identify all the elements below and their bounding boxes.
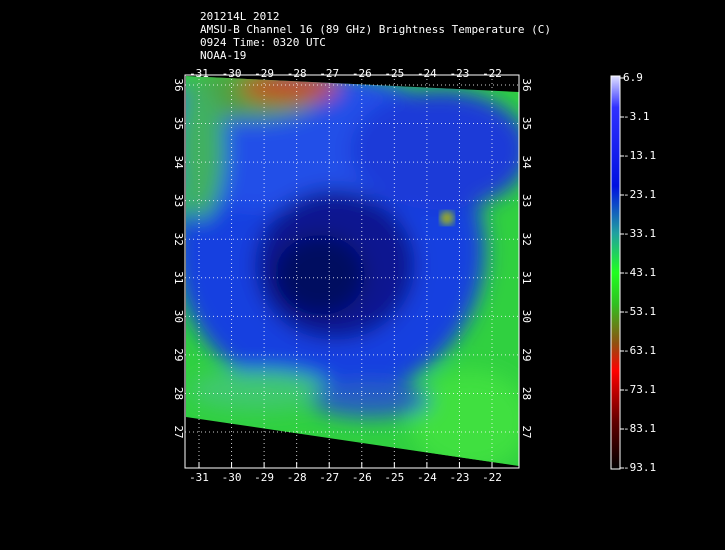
lat-label-left: 34 — [172, 155, 185, 169]
lon-label-bottom: -30 — [222, 471, 242, 484]
colorbar-label: -83.1 — [623, 422, 656, 435]
lon-label-bottom: -28 — [287, 471, 307, 484]
lon-label-bottom: -24 — [417, 471, 437, 484]
lon-label-bottom: -22 — [482, 471, 502, 484]
lon-label-bottom: -25 — [384, 471, 404, 484]
lat-label-left: 31 — [172, 271, 185, 284]
colorbar-label: -73.1 — [623, 383, 656, 396]
lat-label-right: 31 — [520, 271, 533, 284]
header-line: AMSU-B Channel 16 (89 GHz) Brightness Te… — [200, 23, 551, 36]
lat-label-right: 36 — [520, 78, 533, 91]
map-frame — [184, 74, 520, 469]
colorbar-label: 6.9 — [623, 71, 643, 84]
colorbar-label: -93.1 — [623, 461, 656, 474]
lon-label-top: -30 — [222, 67, 242, 80]
colorbar-label: -53.1 — [623, 305, 656, 318]
lon-label-top: -23 — [450, 67, 470, 80]
lon-label-top: -31 — [189, 67, 209, 80]
colorbar-label: -43.1 — [623, 266, 656, 279]
satellite-image — [186, 76, 519, 466]
labels: -31-31-30-30-29-29-28-28-27-27-26-26-25-… — [172, 67, 656, 484]
colorbar-label: -63.1 — [623, 344, 656, 357]
lat-label-right: 34 — [520, 155, 533, 169]
header-line: NOAA-19 — [200, 49, 246, 62]
lat-label-left: 32 — [172, 233, 185, 246]
grid — [185, 75, 519, 468]
lon-label-bottom: -26 — [352, 471, 372, 484]
lon-label-top: -29 — [254, 67, 274, 80]
lon-label-bottom: -29 — [254, 471, 274, 484]
lon-label-bottom: -31 — [189, 471, 209, 484]
lat-label-right: 32 — [520, 233, 533, 246]
colorbar-label: -23.1 — [623, 188, 656, 201]
lon-label-top: -28 — [287, 67, 307, 80]
lon-label-top: -24 — [417, 67, 437, 80]
lat-label-right: 29 — [520, 348, 533, 361]
lat-label-right: 35 — [520, 117, 533, 130]
lat-label-right: 33 — [520, 194, 533, 207]
lat-label-right: 27 — [520, 425, 533, 438]
colorbar-label: -3.1 — [623, 110, 650, 123]
lat-label-left: 36 — [172, 78, 185, 91]
lon-label-top: -26 — [352, 67, 372, 80]
header-line: 201214L 2012 — [200, 10, 279, 23]
header-line: 0924 Time: 0320 UTC — [200, 36, 326, 49]
colorbar-label: -33.1 — [623, 227, 656, 240]
colorbar — [610, 75, 621, 470]
colorbar-label: -13.1 — [623, 149, 656, 162]
lon-label-top: -22 — [482, 67, 502, 80]
lat-label-left: 35 — [172, 117, 185, 130]
lat-label-left: 30 — [172, 310, 185, 323]
lon-label-bottom: -23 — [450, 471, 470, 484]
lat-label-left: 27 — [172, 425, 185, 438]
lon-label-top: -27 — [319, 67, 339, 80]
lat-label-right: 28 — [520, 387, 533, 400]
lat-label-left: 29 — [172, 348, 185, 361]
lat-label-right: 30 — [520, 310, 533, 323]
lon-label-bottom: -27 — [319, 471, 339, 484]
lon-label-top: -25 — [384, 67, 404, 80]
lat-label-left: 33 — [172, 194, 185, 207]
lat-label-left: 28 — [172, 387, 185, 400]
